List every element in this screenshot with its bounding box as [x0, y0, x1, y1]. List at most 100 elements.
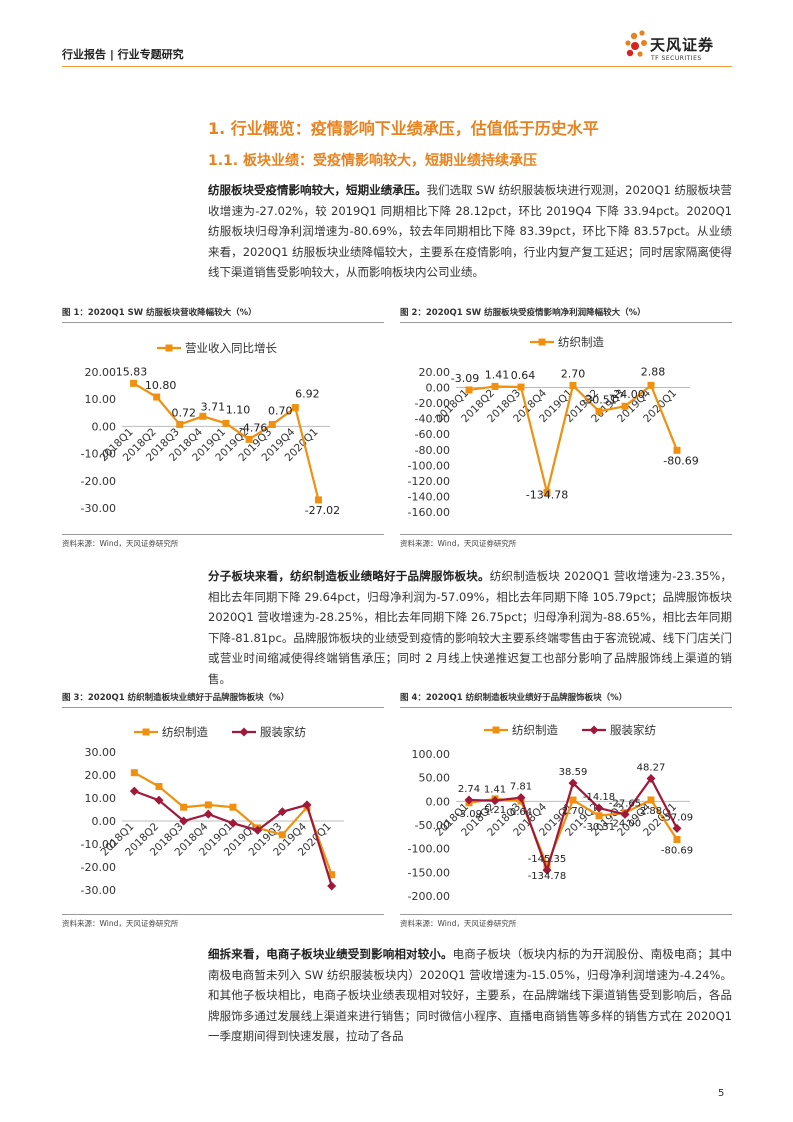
- y-tick-label: 10.00: [85, 792, 117, 805]
- data-point: [568, 778, 578, 788]
- data-label: 15.83: [116, 365, 148, 378]
- data-point: [153, 393, 161, 401]
- data-point: [673, 836, 681, 844]
- figure-3-chart: 30.0020.0010.000.00-10.00-20.00-30.00201…: [81, 725, 344, 897]
- data-point: [154, 795, 164, 805]
- data-point: [130, 769, 138, 777]
- figure-2-title: 图 2：2020Q1 SW 纺服板块受疫情影响净利润降幅较大（%）: [400, 308, 646, 318]
- legend-label: 纺织制造: [512, 723, 558, 737]
- data-label: -134.78: [528, 871, 567, 882]
- data-label: -80.69: [661, 846, 693, 857]
- header-divider: [62, 66, 732, 67]
- y-tick-label: -120.00: [408, 475, 450, 488]
- legend-marker: [589, 725, 599, 735]
- data-label: -80.69: [663, 454, 698, 467]
- y-tick-label: -140.00: [408, 490, 450, 503]
- figure-3-source: 资料来源：Wind，天风证券研究所: [62, 919, 179, 928]
- data-label: -57.09: [661, 812, 693, 823]
- data-point: [465, 386, 473, 394]
- data-label: 2.70: [562, 806, 584, 817]
- y-tick-label: -30.00: [81, 884, 116, 897]
- data-point: [180, 803, 188, 811]
- data-label: -30.51: [581, 393, 616, 406]
- data-point: [647, 381, 655, 389]
- figure-4-rule: [400, 707, 732, 708]
- data-label: 1.10: [226, 403, 251, 416]
- y-tick-label: -80.00: [415, 444, 450, 457]
- y-tick-label: 10.00: [85, 393, 117, 406]
- paragraph-2-lead: 分子板块来看，纺织制造板业绩略好于品牌服饰板块。: [208, 569, 490, 583]
- logo-text: 天风证券: [650, 36, 715, 54]
- legend-marker: [142, 728, 150, 736]
- y-tick-label: -20.00: [81, 861, 116, 874]
- data-label: -3.09: [456, 809, 482, 820]
- figure-1-title: 图 1：2020Q1 SW 纺服板块营收降幅较大（%）: [62, 308, 257, 318]
- data-point: [542, 865, 552, 875]
- data-label: 3.71: [201, 400, 226, 413]
- data-point: [199, 412, 207, 420]
- figure-1-bottom-rule: [62, 534, 384, 535]
- data-point: [155, 783, 163, 790]
- figure-2-source: 资料来源：Wind，天风证券研究所: [400, 539, 517, 548]
- legend-marker: [165, 344, 173, 352]
- y-tick-label: 0.00: [92, 420, 117, 433]
- figure-2-bottom-rule: [400, 534, 732, 535]
- data-point: [621, 402, 629, 410]
- paragraph-3-lead: 细拆来看，电商子板块业绩受到影响相对较小。: [208, 947, 453, 961]
- data-point: [327, 881, 337, 891]
- page-number: 5: [718, 1088, 725, 1099]
- paragraph-2: 分子板块来看，纺织制造板业绩略好于品牌服饰板块。纺织制造板块 2020Q1 营收…: [208, 566, 732, 689]
- data-point: [277, 807, 287, 817]
- data-label: 6.92: [295, 388, 320, 401]
- data-label: -24.00: [609, 388, 644, 401]
- y-tick-label: -200.00: [408, 890, 450, 903]
- data-label: -14.18: [583, 792, 615, 803]
- data-point: [179, 816, 189, 826]
- legend-label: 服装家纺: [610, 723, 656, 737]
- y-tick-label: -100.00: [408, 843, 450, 856]
- paragraph-3: 细拆来看，电商子板块业绩受到影响相对较小。电商子板块（板块内标的为开润股份、南极…: [208, 944, 732, 1047]
- y-tick-label: -50.00: [415, 819, 450, 832]
- figure-2-rule: [400, 322, 732, 323]
- paragraph-1-lead: 纺服板块受疫情影响较大，短期业绩承压。: [208, 183, 427, 197]
- figure-3-rule: [62, 707, 384, 708]
- data-point: [176, 420, 184, 428]
- data-point: [620, 809, 630, 819]
- data-point: [229, 803, 237, 811]
- y-tick-label: -10.00: [81, 838, 116, 851]
- data-point: [647, 796, 655, 804]
- data-label: -134.78: [526, 488, 568, 501]
- data-point: [222, 419, 230, 427]
- data-point: [543, 861, 551, 869]
- data-point: [646, 773, 656, 783]
- data-label: 38.59: [559, 767, 588, 778]
- y-tick-label: 0.00: [92, 815, 117, 828]
- data-label: 7.81: [510, 782, 532, 793]
- figure-4-source: 资料来源：Wind，天风证券研究所: [400, 919, 517, 928]
- data-point: [594, 803, 604, 813]
- data-point: [278, 831, 286, 839]
- y-tick-label: -160.00: [408, 506, 450, 519]
- data-point: [291, 404, 299, 412]
- data-point: [516, 793, 526, 803]
- figure-1-rule: [62, 322, 384, 323]
- data-point: [569, 796, 577, 804]
- tf-logo-icon: [625, 30, 647, 57]
- data-point: [130, 379, 138, 387]
- y-tick-label: -10.00: [81, 448, 116, 461]
- figure-1-source: 资料来源：Wind，天风证券研究所: [62, 539, 179, 548]
- y-tick-label: 50.00: [419, 772, 451, 785]
- legend-label: 营业收入同比增长: [185, 341, 277, 355]
- legend-marker: [538, 338, 546, 346]
- data-point: [245, 435, 253, 443]
- data-label: 2.88: [640, 806, 662, 817]
- figure-4-chart: 100.00 50.00 0.00 -50.00 -100.00 -150.00 -200.…: [408, 723, 694, 903]
- y-tick-label: 0.00: [426, 795, 451, 808]
- data-label: -3.09: [451, 372, 479, 385]
- data-label: 5.21: [484, 805, 506, 816]
- data-point: [491, 382, 499, 390]
- y-tick-label: -60.00: [415, 428, 450, 441]
- data-label: 2.88: [641, 365, 666, 378]
- paragraph-1-body: 我们选取 SW 纺织服装板块进行观测，2020Q1 纺服板块营收增速为-27.0…: [208, 183, 732, 279]
- data-point: [543, 488, 551, 496]
